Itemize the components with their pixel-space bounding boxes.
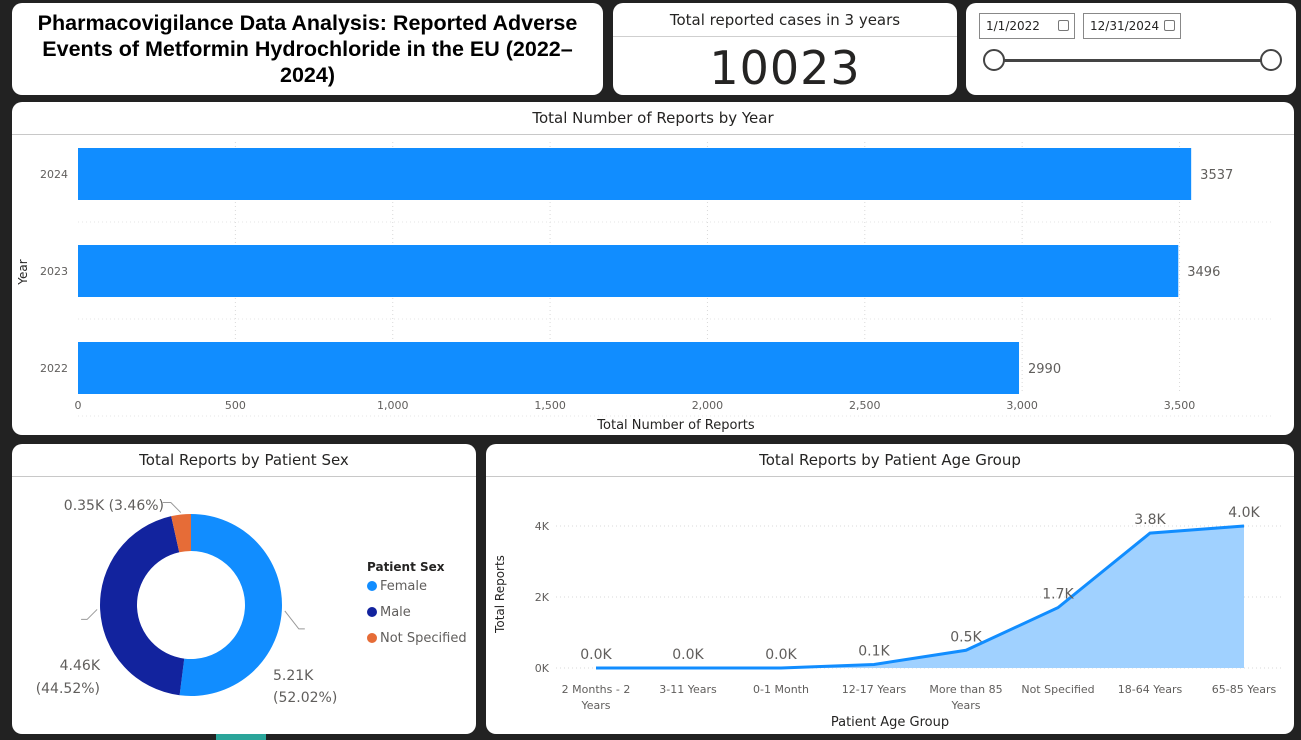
data-label: 0.5K bbox=[950, 629, 982, 645]
kpi-value: 10023 bbox=[709, 41, 861, 95]
y-tick-label: 2024 bbox=[40, 168, 68, 181]
x-tick-label: 65-85 Years bbox=[1212, 683, 1277, 696]
x-tick-label: 0-1 Month bbox=[753, 683, 809, 696]
end-date-value: 12/31/2024 bbox=[1090, 19, 1160, 33]
data-label: 3.8K bbox=[1134, 512, 1166, 528]
y-tick-label: 2K bbox=[535, 591, 550, 604]
legend-item[interactable]: Male bbox=[380, 605, 411, 620]
year-bar-chart-svg: 0 500 1,000 1,500 2,000 2,500 3,000 3,500 2024 35… bbox=[16, 142, 1272, 433]
date-range-slider-track[interactable] bbox=[994, 59, 1274, 62]
y-axis-title: Year bbox=[16, 259, 30, 285]
kpi-label: Total reported cases in 3 years bbox=[669, 11, 901, 29]
leader-line bbox=[284, 610, 305, 630]
x-tick-label: 3,000 bbox=[1006, 399, 1038, 412]
kpi-divider bbox=[613, 36, 957, 37]
x-axis-title: Patient Age Group bbox=[831, 715, 949, 730]
calendar-icon[interactable] bbox=[1164, 20, 1175, 31]
x-tick-label: 2,000 bbox=[692, 399, 724, 412]
legend-marker bbox=[367, 607, 377, 617]
legend-item[interactable]: Not Specified bbox=[380, 631, 467, 646]
bar-2022[interactable] bbox=[78, 342, 1020, 394]
legend-marker bbox=[367, 581, 377, 591]
slice-value-label: 5.21K bbox=[273, 668, 314, 684]
x-tick-label: More than 85 bbox=[929, 683, 1002, 696]
dashboard-title: Pharmacovigilance Data Analysis: Reporte… bbox=[37, 11, 578, 87]
data-label: 0.0K bbox=[580, 647, 612, 663]
bar-2023[interactable] bbox=[78, 245, 1179, 297]
page-tab-indicator bbox=[216, 734, 266, 740]
legend-title: Patient Sex bbox=[367, 560, 445, 574]
legend-marker bbox=[367, 633, 377, 643]
sex-donut-chart-svg: 5.21K(52.02%)4.46K(44.52%)0.35K (3.46%) … bbox=[36, 498, 467, 706]
chart-title: Total Number of Reports by Year bbox=[12, 102, 1294, 135]
reports-by-sex-chart: Total Reports by Patient Sex 5.21K (52.02… bbox=[12, 444, 476, 734]
bar-data-label: 3537 bbox=[1200, 168, 1233, 183]
slice-female[interactable] bbox=[179, 514, 283, 696]
data-label: 0.0K bbox=[765, 647, 797, 663]
x-axis-title: Total Number of Reports bbox=[596, 418, 755, 433]
bar-data-label: 2990 bbox=[1028, 362, 1061, 377]
calendar-icon[interactable] bbox=[1058, 20, 1069, 31]
start-date-value: 1/1/2022 bbox=[986, 19, 1040, 33]
y-tick-label: 2023 bbox=[40, 265, 68, 278]
x-tick-label: 12-17 Years bbox=[842, 683, 907, 696]
leader-line bbox=[81, 609, 98, 620]
x-tick-label: Years bbox=[950, 699, 980, 712]
kpi-card: Total reported cases in 3 years 10023 bbox=[613, 3, 957, 95]
age-area-chart-svg: 0K 2K 4K 0.0K 2 Months - 2 Years 0.0K 3-11 Yea… bbox=[493, 505, 1281, 730]
area-fill bbox=[596, 526, 1244, 668]
leader-line bbox=[162, 502, 182, 513]
slice-value-label: 4.46K bbox=[60, 658, 101, 674]
bar-2024[interactable] bbox=[78, 148, 1192, 200]
start-date-input[interactable]: 1/1/2022 bbox=[979, 13, 1075, 39]
title-card: Pharmacovigilance Data Analysis: Reporte… bbox=[12, 3, 603, 95]
slider-start-handle[interactable] bbox=[983, 49, 1005, 71]
slice-percent-label: (52.02%) bbox=[273, 690, 337, 706]
data-label: 4.0K bbox=[1228, 505, 1260, 521]
chart-title: Total Reports by Patient Age Group bbox=[486, 444, 1294, 477]
bar-data-label: 3496 bbox=[1187, 265, 1220, 280]
x-tick-label: Not Specified bbox=[1021, 683, 1094, 696]
y-axis-title: Total Reports bbox=[493, 555, 507, 634]
legend-item[interactable]: Female bbox=[380, 579, 427, 594]
reports-by-age-chart: Total Reports by Patient Age Group 0K 2K 4… bbox=[486, 444, 1294, 734]
slice-not-specified[interactable] bbox=[171, 514, 191, 553]
y-tick-label: 0K bbox=[535, 662, 550, 675]
data-label: 0.0K bbox=[672, 647, 704, 663]
slice-male[interactable] bbox=[100, 516, 185, 696]
series-line[interactable] bbox=[596, 524, 1245, 670]
x-tick-label: 0 bbox=[75, 399, 82, 412]
date-slicer: 1/1/2022 12/31/2024 bbox=[966, 3, 1296, 95]
x-tick-label: 2,500 bbox=[849, 399, 881, 412]
x-tick-label: 1,500 bbox=[534, 399, 566, 412]
x-tick-label: 3-11 Years bbox=[659, 683, 717, 696]
x-tick-label: 2 Months - 2 bbox=[562, 683, 631, 696]
x-tick-label: Years bbox=[580, 699, 610, 712]
slice-percent-label: (44.52%) bbox=[36, 681, 100, 697]
x-tick-label: 500 bbox=[225, 399, 246, 412]
end-date-input[interactable]: 12/31/2024 bbox=[1083, 13, 1181, 39]
y-tick-label: 4K bbox=[535, 520, 550, 533]
data-label: 1.7K bbox=[1042, 587, 1074, 603]
x-tick-label: 18-64 Years bbox=[1118, 683, 1183, 696]
reports-by-year-chart: Total Number of Reports by Year 0 500 1,00… bbox=[12, 102, 1294, 435]
slider-end-handle[interactable] bbox=[1260, 49, 1282, 71]
y-tick-label: 2022 bbox=[40, 362, 68, 375]
slice-value-label: 0.35K (3.46%) bbox=[64, 498, 164, 514]
x-tick-label: 3,500 bbox=[1164, 399, 1196, 412]
x-tick-label: 1,000 bbox=[377, 399, 409, 412]
chart-title: Total Reports by Patient Sex bbox=[12, 444, 476, 477]
data-label: 0.1K bbox=[858, 643, 890, 659]
